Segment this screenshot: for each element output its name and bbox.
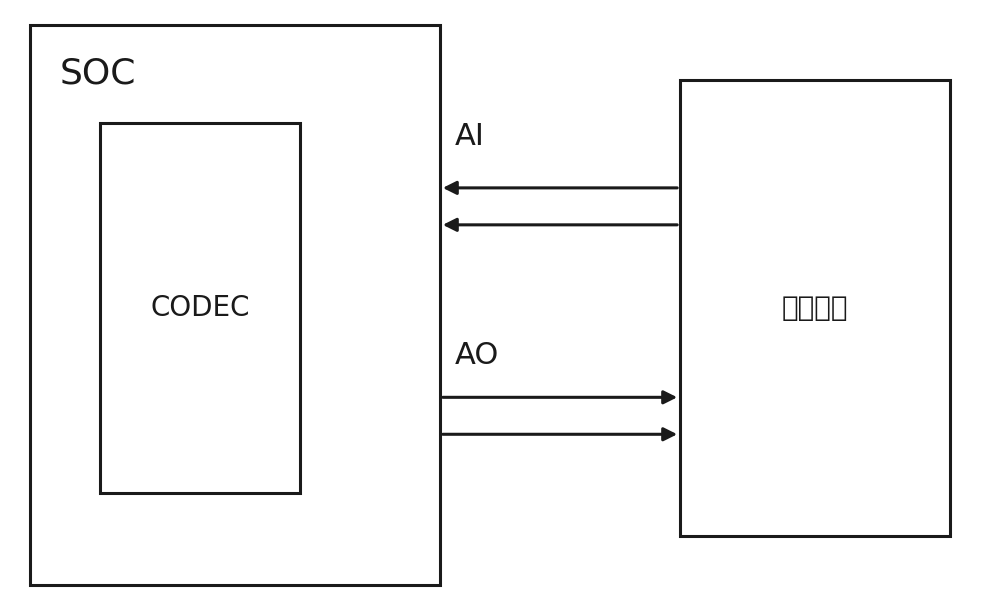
Text: SOC: SOC [60, 57, 136, 91]
Bar [680, 80, 950, 536]
Text: 电容电路: 电容电路 [782, 294, 848, 322]
Text: CODEC: CODEC [150, 294, 250, 322]
Text: AO: AO [455, 341, 499, 370]
Text: AI: AI [455, 122, 485, 151]
Bar [30, 25, 440, 585]
Bar [100, 123, 300, 493]
